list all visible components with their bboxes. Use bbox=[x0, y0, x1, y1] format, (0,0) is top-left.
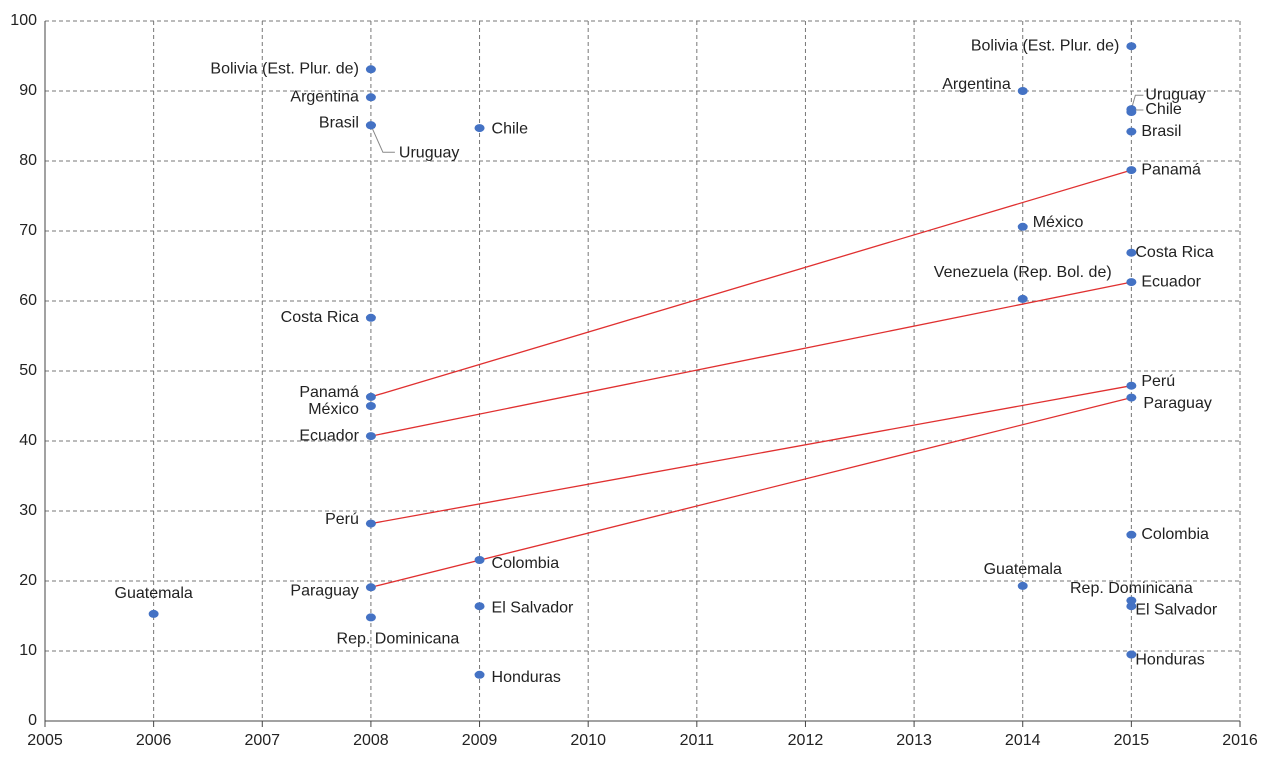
point-label: Chile bbox=[1145, 101, 1182, 118]
point bbox=[365, 402, 376, 410]
point-label: El Salvador bbox=[1135, 601, 1217, 618]
point-label: Panamá bbox=[1141, 161, 1201, 178]
point-label: Bolivia (Est. Plur. de) bbox=[210, 61, 359, 78]
point-label: Colombia bbox=[492, 555, 560, 572]
y-tick-label: 30 bbox=[19, 502, 37, 519]
point bbox=[1126, 381, 1137, 390]
leader-line bbox=[1130, 94, 1144, 110]
point bbox=[1017, 294, 1028, 303]
connector-line bbox=[370, 281, 1132, 437]
x-tick-label: 2006 bbox=[136, 732, 172, 749]
point bbox=[365, 392, 376, 401]
y-tick-label: 100 bbox=[10, 12, 37, 29]
point bbox=[1017, 87, 1028, 95]
x-tick-label: 2007 bbox=[244, 732, 280, 749]
point bbox=[1126, 278, 1137, 287]
point bbox=[1126, 127, 1137, 136]
y-tick-label: 10 bbox=[19, 642, 37, 659]
x-tick-label: 2009 bbox=[462, 732, 498, 749]
connector-line bbox=[370, 169, 1132, 398]
point bbox=[474, 670, 485, 679]
point bbox=[1126, 393, 1137, 402]
point bbox=[365, 313, 376, 322]
point-label: Costa Rica bbox=[1135, 244, 1213, 261]
point bbox=[1126, 42, 1137, 51]
point bbox=[365, 583, 376, 592]
point bbox=[1126, 108, 1137, 116]
point-label: Perú bbox=[1141, 373, 1175, 390]
point bbox=[1126, 650, 1137, 659]
point-label: Guatemala bbox=[115, 585, 193, 602]
point bbox=[365, 93, 376, 102]
point bbox=[1017, 222, 1028, 231]
point-label: Rep. Dominicana bbox=[1070, 580, 1193, 597]
x-tick-label: 2010 bbox=[570, 732, 606, 749]
point bbox=[1126, 166, 1137, 175]
point-label: Honduras bbox=[492, 669, 561, 686]
y-tick-label: 50 bbox=[19, 362, 37, 379]
point bbox=[474, 602, 485, 611]
x-tick-label: 2005 bbox=[27, 732, 63, 749]
point-label: Paraguay bbox=[1143, 395, 1212, 412]
point-label: Guatemala bbox=[984, 561, 1062, 578]
point-label: Chile bbox=[492, 120, 529, 137]
x-tick-label: 2011 bbox=[680, 732, 715, 749]
point bbox=[474, 124, 485, 133]
point-label: Argentina bbox=[290, 89, 359, 106]
x-tick-label: 2013 bbox=[896, 732, 932, 749]
point-label: Rep. Dominicana bbox=[337, 631, 460, 648]
connector-line bbox=[370, 385, 1132, 525]
point-label: Brasil bbox=[319, 115, 359, 132]
connector-line bbox=[370, 396, 1132, 588]
point-label: Perú bbox=[325, 511, 359, 528]
point bbox=[365, 613, 376, 622]
point-label: El Salvador bbox=[492, 599, 574, 616]
point-label: Bolivia (Est. Plur. de) bbox=[971, 37, 1120, 54]
point bbox=[1126, 530, 1137, 539]
point bbox=[148, 609, 159, 618]
y-tick-label: 60 bbox=[19, 292, 37, 309]
y-tick-label: 90 bbox=[19, 82, 37, 99]
point-label: Venezuela (Rep. Bol. de) bbox=[934, 264, 1112, 281]
point bbox=[1126, 602, 1137, 611]
point-label: Costa Rica bbox=[281, 309, 359, 326]
point-label: Colombia bbox=[1141, 526, 1209, 543]
point-label: Paraguay bbox=[290, 583, 359, 600]
point-label: Uruguay bbox=[1145, 86, 1205, 103]
point-label: Brasil bbox=[1141, 123, 1181, 140]
point bbox=[474, 556, 485, 564]
point bbox=[1126, 596, 1137, 605]
point-label: México bbox=[308, 401, 359, 418]
point-label: Honduras bbox=[1135, 652, 1204, 669]
x-tick-label: 2008 bbox=[353, 732, 389, 749]
point-label: Panamá bbox=[299, 384, 359, 401]
point-label: Ecuador bbox=[299, 427, 359, 444]
point bbox=[1017, 581, 1028, 590]
point bbox=[365, 121, 376, 130]
leader-line bbox=[370, 125, 395, 153]
point-label: México bbox=[1033, 214, 1084, 231]
point bbox=[365, 519, 376, 528]
point-label: Ecuador bbox=[1141, 273, 1201, 290]
point-label: Argentina bbox=[942, 76, 1011, 93]
x-tick-label: 2014 bbox=[1005, 732, 1041, 749]
y-tick-label: 40 bbox=[19, 432, 37, 449]
y-tick-label: 20 bbox=[19, 572, 37, 589]
x-tick-label: 2012 bbox=[788, 732, 824, 749]
y-tick-label: 70 bbox=[19, 222, 37, 239]
x-tick-label: 2015 bbox=[1114, 732, 1150, 749]
y-tick-label: 80 bbox=[19, 152, 37, 169]
y-tick-label: 0 bbox=[28, 712, 37, 729]
point bbox=[1126, 248, 1137, 257]
point bbox=[365, 65, 376, 74]
point bbox=[365, 432, 376, 441]
x-tick-label: 2016 bbox=[1222, 732, 1258, 749]
point-label: Uruguay bbox=[399, 145, 459, 162]
